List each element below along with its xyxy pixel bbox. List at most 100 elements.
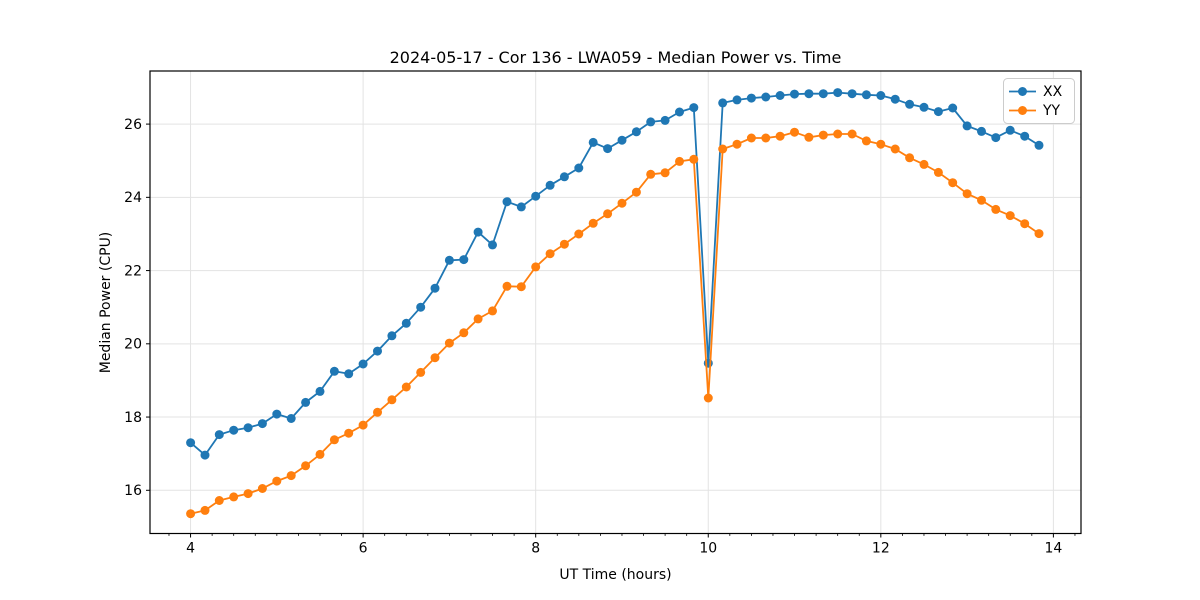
x-tick-label: 6 bbox=[359, 541, 368, 557]
data-point-xx bbox=[847, 89, 857, 99]
data-point-yy bbox=[847, 129, 857, 139]
y-tick-label: 16 bbox=[124, 483, 142, 499]
y-tick-label: 18 bbox=[124, 410, 142, 426]
data-point-xx bbox=[401, 318, 411, 328]
data-point-xx bbox=[387, 331, 397, 341]
data-point-yy bbox=[977, 195, 986, 205]
data-point-yy bbox=[948, 178, 958, 188]
tick-labels: 4 6 8 10 12 14 16 18 20 22 24 26 bbox=[124, 117, 1062, 557]
data-point-yy bbox=[804, 132, 814, 142]
data-point-xx bbox=[761, 92, 771, 102]
data-point-yy bbox=[919, 159, 929, 169]
data-point-xx bbox=[746, 93, 756, 103]
data-point-yy bbox=[746, 133, 756, 143]
data-point-xx bbox=[660, 115, 670, 125]
data-point-xx bbox=[833, 88, 843, 98]
data-point-xx bbox=[186, 438, 196, 448]
data-point-yy bbox=[286, 471, 296, 481]
data-point-xx bbox=[689, 103, 699, 113]
data-point-yy bbox=[516, 282, 526, 292]
legend-label-yy: YY bbox=[1042, 103, 1061, 119]
data-point-xx bbox=[545, 180, 555, 190]
data-point-xx bbox=[301, 397, 311, 407]
data-point-xx bbox=[790, 89, 799, 99]
data-point-yy bbox=[1020, 219, 1030, 229]
data-point-xx bbox=[459, 255, 469, 265]
data-point-xx bbox=[890, 94, 900, 104]
data-point-xx bbox=[315, 386, 325, 396]
data-point-xx bbox=[876, 91, 886, 100]
data-point-xx bbox=[732, 95, 742, 105]
data-point-xx bbox=[991, 133, 1001, 143]
data-point-yy bbox=[430, 353, 440, 363]
data-point-yy bbox=[703, 393, 713, 403]
data-point-xx bbox=[531, 191, 541, 201]
legend-marker-yy bbox=[1018, 106, 1027, 115]
axis-ticks bbox=[146, 123, 1076, 538]
data-point-yy bbox=[761, 133, 771, 143]
data-point-yy bbox=[301, 461, 311, 471]
data-point-yy bbox=[574, 229, 584, 239]
data-point-yy bbox=[718, 144, 728, 154]
data-point-yy bbox=[631, 187, 641, 197]
data-point-yy bbox=[257, 484, 267, 493]
data-point-yy bbox=[790, 127, 799, 137]
legend-box bbox=[1003, 78, 1075, 124]
data-point-yy bbox=[416, 367, 426, 377]
data-point-xx bbox=[1005, 125, 1015, 135]
data-point-xx bbox=[416, 302, 426, 312]
data-point-xx bbox=[919, 102, 929, 112]
y-tick-label: 20 bbox=[124, 337, 142, 353]
data-point-xx bbox=[603, 144, 613, 154]
data-point-yy bbox=[588, 218, 598, 228]
data-point-yy bbox=[991, 204, 1001, 214]
data-point-xx bbox=[444, 255, 454, 265]
data-point-xx bbox=[559, 172, 569, 182]
data-point-xx bbox=[488, 240, 497, 250]
legend-label-xx: XX bbox=[1043, 84, 1063, 100]
data-point-yy bbox=[559, 239, 569, 249]
x-axis-label: UT Time (hours) bbox=[559, 567, 671, 583]
data-point-yy bbox=[545, 249, 555, 259]
data-point-yy bbox=[315, 449, 325, 459]
data-point-xx bbox=[229, 425, 239, 435]
data-point-xx bbox=[1034, 140, 1044, 150]
x-tick-label: 4 bbox=[186, 541, 195, 557]
data-point-yy bbox=[473, 314, 483, 324]
data-point-xx bbox=[516, 202, 526, 212]
data-point-yy bbox=[186, 509, 196, 519]
data-point-yy bbox=[818, 130, 828, 140]
data-series-layer bbox=[186, 88, 1044, 519]
data-point-yy bbox=[933, 167, 943, 177]
data-point-yy bbox=[603, 209, 613, 219]
data-point-yy bbox=[890, 144, 900, 154]
data-point-yy bbox=[962, 189, 972, 199]
gridlines bbox=[150, 71, 1081, 534]
data-point-xx bbox=[473, 227, 483, 237]
data-point-xx bbox=[962, 121, 972, 131]
data-point-xx bbox=[373, 346, 382, 356]
data-point-yy bbox=[775, 131, 785, 141]
x-tick-label: 10 bbox=[699, 541, 717, 557]
data-point-yy bbox=[214, 496, 224, 505]
data-point-xx bbox=[257, 419, 267, 429]
data-point-xx bbox=[286, 414, 296, 423]
data-point-xx bbox=[329, 366, 339, 376]
data-point-xx bbox=[617, 135, 627, 145]
data-point-yy bbox=[329, 435, 339, 445]
legend-marker-xx bbox=[1018, 87, 1027, 96]
series-line-xx bbox=[190, 91, 1040, 457]
data-point-yy bbox=[1034, 229, 1044, 239]
data-point-yy bbox=[531, 262, 541, 272]
data-point-yy bbox=[617, 198, 627, 208]
data-point-xx bbox=[588, 137, 598, 147]
data-point-xx bbox=[818, 89, 828, 99]
data-point-yy bbox=[229, 492, 239, 502]
data-point-xx bbox=[430, 283, 440, 293]
data-point-xx bbox=[948, 103, 958, 113]
x-tick-label: 8 bbox=[531, 541, 540, 557]
y-tick-label: 24 bbox=[124, 190, 142, 206]
x-tick-label: 14 bbox=[1044, 541, 1062, 557]
